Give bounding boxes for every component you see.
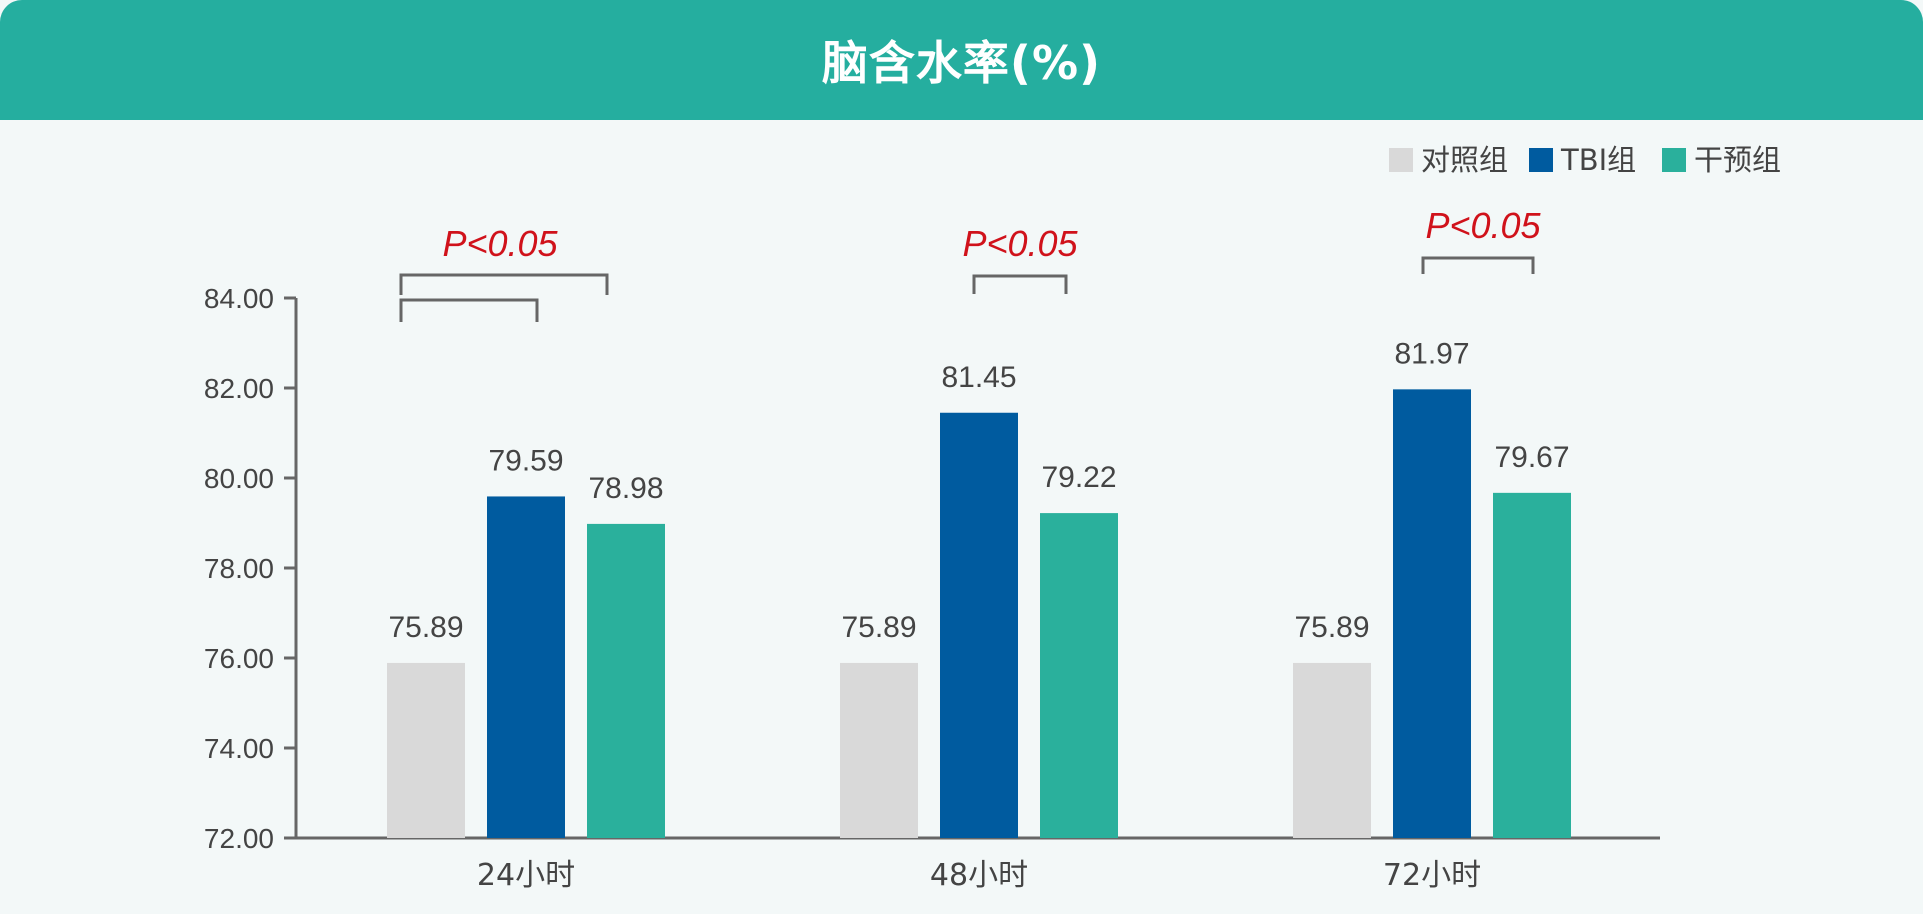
bar-value-label: 79.22 xyxy=(1041,461,1116,494)
significance-bracket xyxy=(972,274,1068,294)
legend-label: 干预组 xyxy=(1694,143,1781,177)
bar xyxy=(387,662,465,838)
bar-value-label: 81.97 xyxy=(1394,337,1469,370)
bar xyxy=(1293,662,1371,838)
legend-label: TBI组 xyxy=(1560,143,1636,177)
x-category-label: 24小时 xyxy=(477,858,575,893)
y-tick-label: 74.00 xyxy=(204,733,274,764)
bar-value-label: 78.98 xyxy=(588,472,663,505)
legend-swatch xyxy=(1662,148,1686,172)
bar-value-label: 79.67 xyxy=(1494,441,1569,474)
bar xyxy=(587,523,665,838)
y-tick-label: 84.00 xyxy=(204,283,274,314)
y-tick-label: 80.00 xyxy=(204,463,274,494)
significance-label: P<0.05 xyxy=(442,223,558,264)
significance-label: P<0.05 xyxy=(1425,205,1541,246)
y-tick-label: 78.00 xyxy=(204,553,274,584)
bar xyxy=(940,412,1018,838)
y-tick-label: 76.00 xyxy=(204,643,274,674)
significance-bracket xyxy=(399,273,609,295)
bar xyxy=(487,496,565,838)
y-tick-label: 82.00 xyxy=(204,373,274,404)
y-tick-label: 72.00 xyxy=(204,823,274,854)
bar-value-label: 75.89 xyxy=(388,611,463,644)
bar xyxy=(1493,492,1571,838)
x-category-label: 72小时 xyxy=(1383,858,1481,893)
significance-bracket xyxy=(1421,256,1535,274)
legend-label: 对照组 xyxy=(1421,143,1508,177)
chart-header: 脑含水率(%) xyxy=(0,0,1923,120)
bar-value-label: 75.89 xyxy=(1294,611,1369,644)
bar-value-label: 79.59 xyxy=(488,444,563,477)
significance-bracket xyxy=(399,298,539,322)
x-category-label: 48小时 xyxy=(930,858,1028,893)
bar xyxy=(840,662,918,838)
bar xyxy=(1393,389,1471,838)
legend-swatch xyxy=(1389,148,1413,172)
bar-value-label: 75.89 xyxy=(841,611,916,644)
legend-swatch xyxy=(1529,148,1553,172)
bar-value-label: 81.45 xyxy=(941,361,1016,394)
significance-label: P<0.05 xyxy=(962,223,1078,264)
bar xyxy=(1040,513,1118,838)
chart-title: 脑含水率(%) xyxy=(821,36,1102,90)
